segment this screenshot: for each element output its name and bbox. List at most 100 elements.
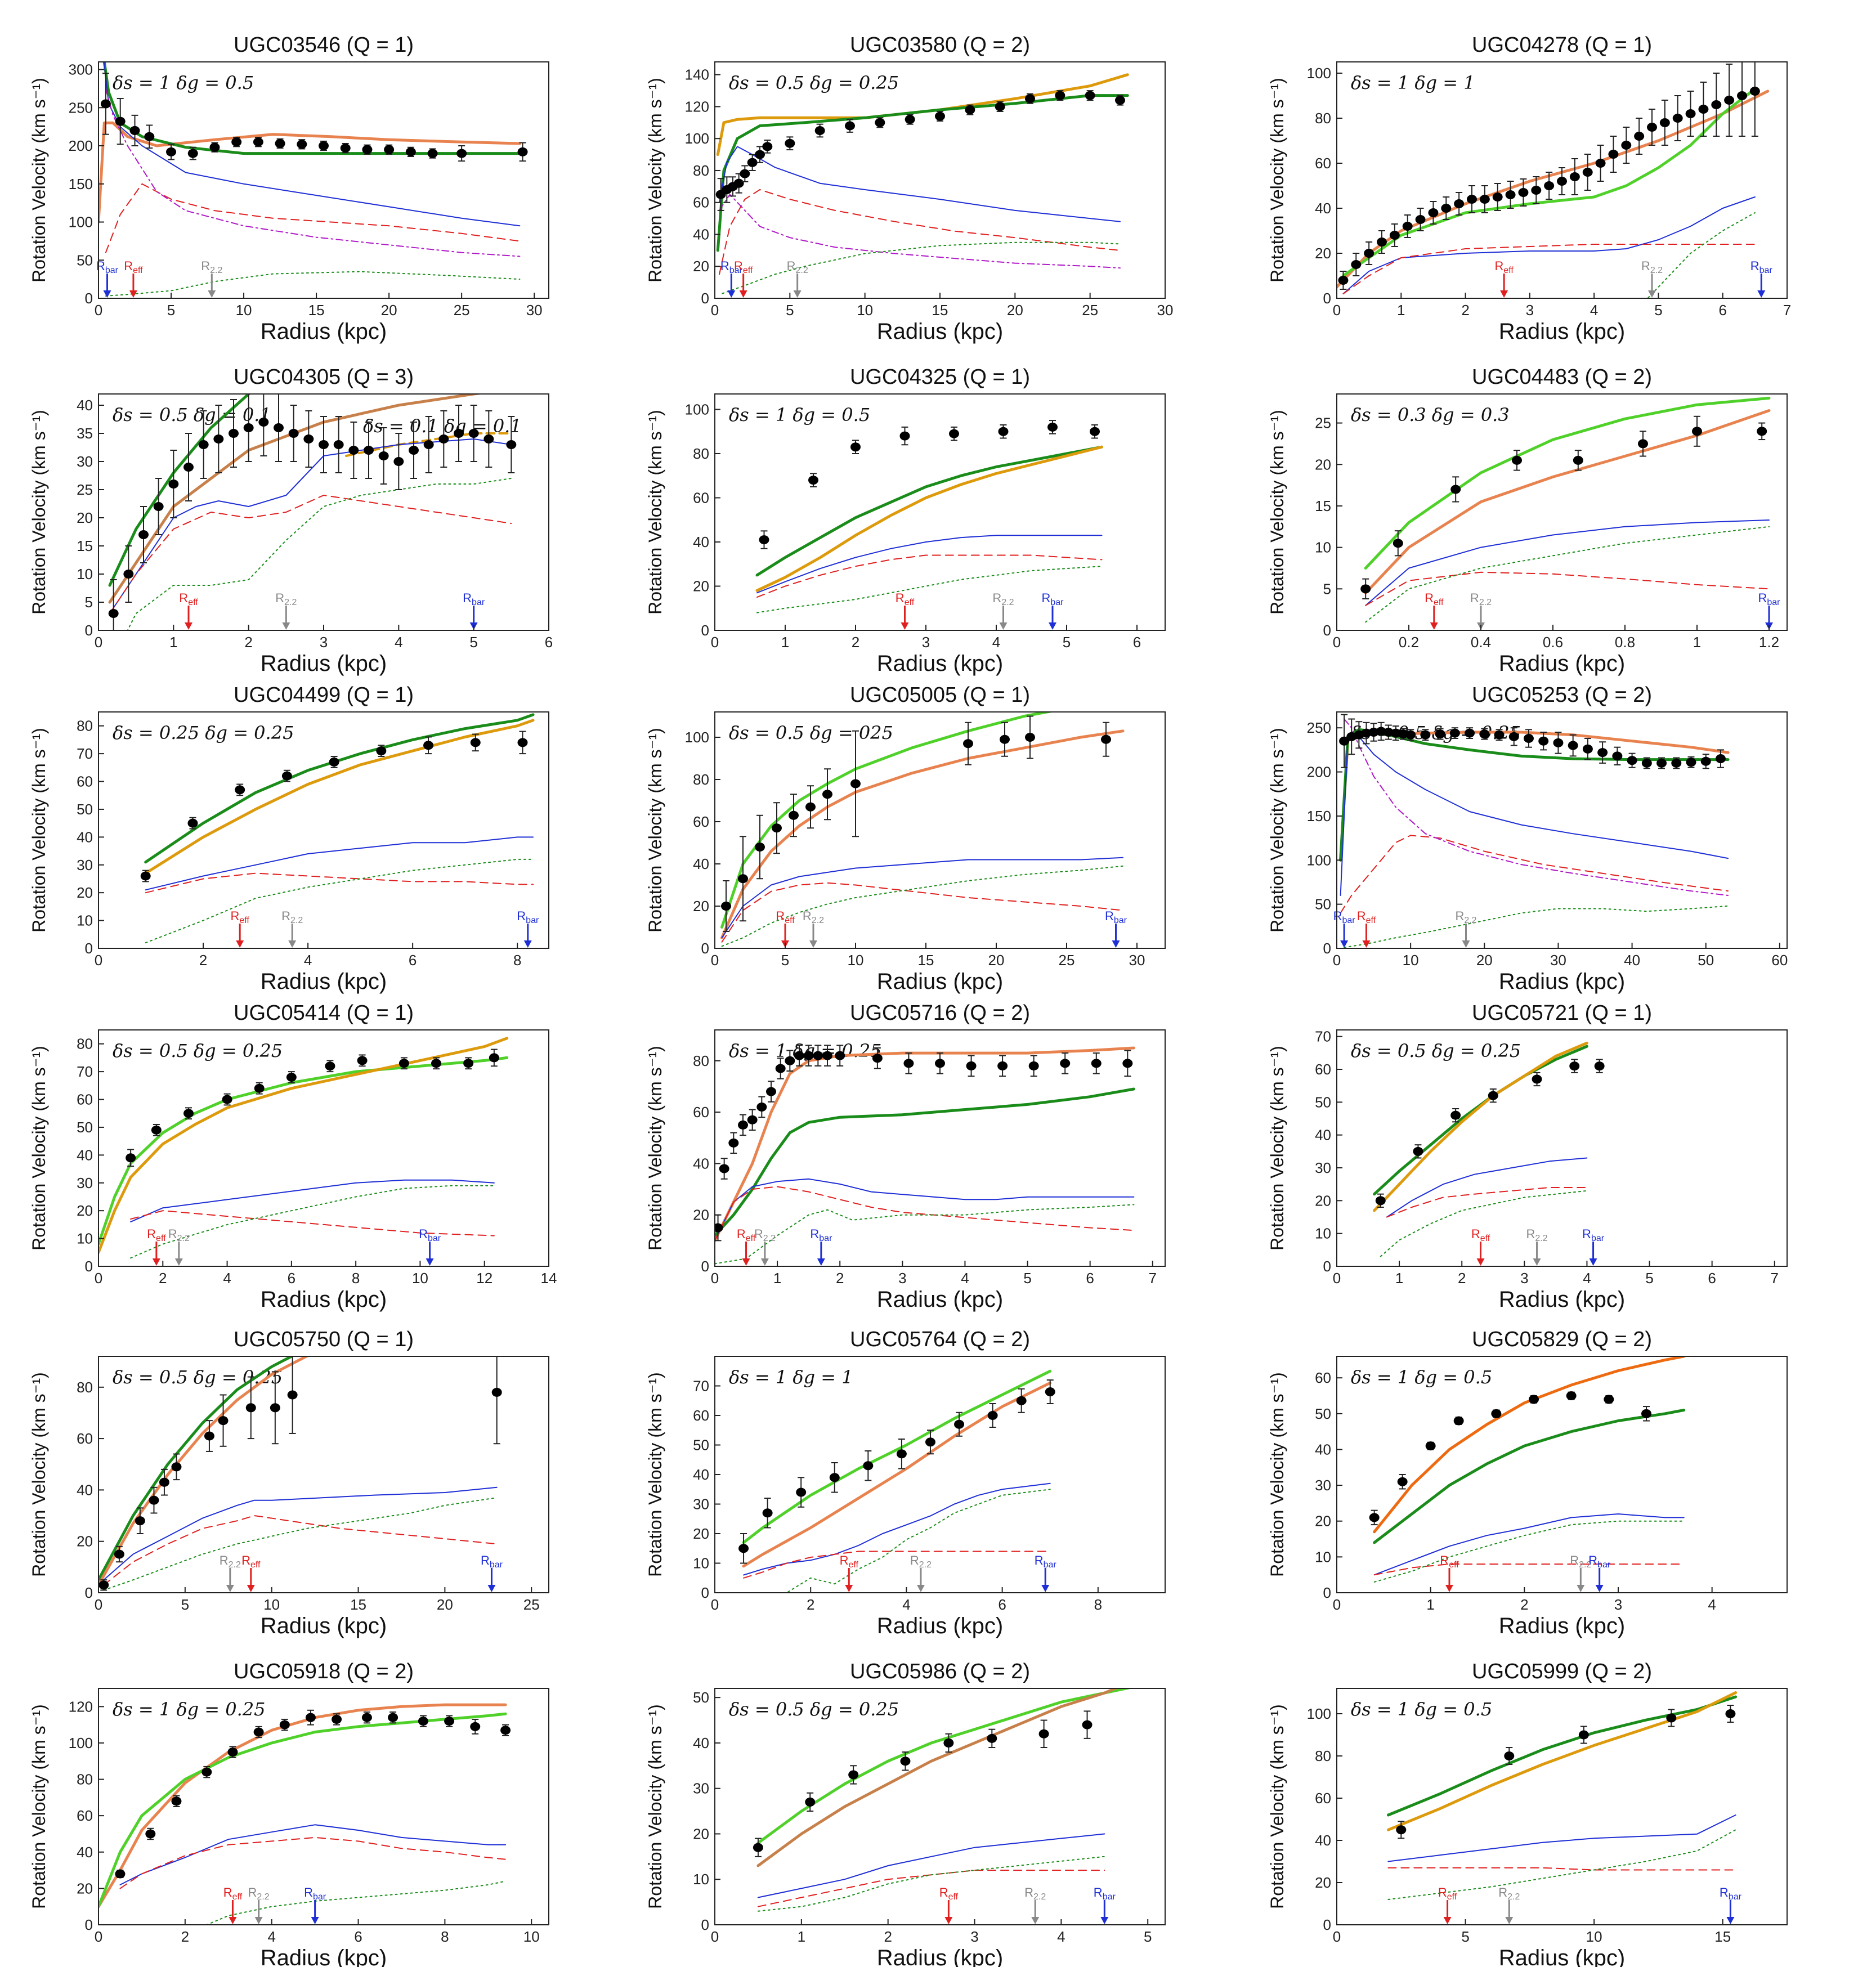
curve-gas — [1373, 1563, 1685, 1576]
data-point — [1523, 734, 1534, 743]
data-point — [325, 1061, 335, 1071]
y-tick-label: 60 — [693, 489, 709, 506]
data-point — [115, 117, 126, 126]
data-point — [803, 1051, 814, 1060]
data-point — [253, 137, 263, 147]
data-point — [1450, 485, 1461, 494]
data-point — [1361, 728, 1372, 738]
panel-title: UGC05764 (Q = 2) — [850, 1328, 1030, 1351]
plot-frame — [1336, 1688, 1788, 1925]
marker-arrow-head — [1462, 940, 1470, 948]
data-point — [1557, 177, 1567, 186]
curve-alt — [1364, 396, 1771, 570]
delta-params: δs = 1 δg = 0.25 — [113, 1699, 266, 1720]
panel-15: UGC05918 (Q = 2) δs = 1 δg = 0.25 Reff R2.2… — [29, 1660, 549, 1967]
panel-title: UGC05716 (Q = 2) — [850, 1001, 1030, 1025]
curve-light — [1341, 87, 1757, 277]
data-point — [245, 1403, 256, 1413]
y-axis-label: Rotation Velocity (km s⁻¹) — [1267, 410, 1287, 615]
y-tick-label: 80 — [693, 162, 709, 179]
data-point — [1553, 738, 1564, 747]
marker-label: Rbar — [304, 1885, 326, 1902]
marker-arrow-head — [1476, 1258, 1485, 1266]
x-tick-label: 5 — [1461, 1928, 1469, 1945]
marker-arrow-head — [1500, 290, 1508, 298]
data-point — [1377, 238, 1387, 247]
data-point — [209, 142, 220, 152]
panel-title: UGC05999 (Q = 2) — [1472, 1660, 1652, 1683]
y-tick-label: 5 — [1323, 580, 1331, 597]
marker-arrow-head — [809, 940, 817, 948]
x-tick-label: 0 — [1333, 1928, 1341, 1945]
y-tick-label: 20 — [1315, 1192, 1331, 1209]
y-tick-label: 70 — [693, 1378, 709, 1395]
y-tick-label: 20 — [77, 1533, 93, 1550]
marker-arrow-head — [129, 290, 137, 298]
marker-arrow-head — [1340, 940, 1349, 948]
data-point — [254, 1083, 265, 1093]
panel-title: UGC05986 (Q = 2) — [850, 1660, 1030, 1683]
data-point — [935, 1059, 945, 1068]
y-axis-label: Rotation Velocity (km s⁻¹) — [29, 1046, 49, 1251]
data-point — [1450, 1110, 1461, 1120]
marker-label: Reff — [896, 591, 915, 607]
y-tick-label: 0 — [701, 940, 709, 957]
data-point — [470, 738, 481, 747]
data-point — [332, 1714, 342, 1724]
x-tick-label: 2 — [181, 1928, 189, 1945]
y-tick-label: 15 — [1315, 498, 1331, 514]
data-point — [171, 1462, 182, 1472]
delta-params: δs = 1 δg = 1 — [1351, 72, 1475, 93]
x-tick-label: 0 — [711, 1270, 719, 1287]
data-point — [905, 115, 915, 124]
data-point — [1360, 584, 1371, 594]
y-tick-label: 100 — [69, 1735, 93, 1751]
y-tick-label: 30 — [693, 1496, 709, 1513]
data-point — [129, 126, 140, 135]
y-tick-label: 40 — [77, 1844, 93, 1861]
marker-label: Reff — [1357, 909, 1376, 925]
data-point — [144, 132, 155, 141]
panel-title: UGC04483 (Q = 2) — [1472, 365, 1652, 389]
x-tick-label: 6 — [1718, 302, 1726, 319]
data-point — [1641, 758, 1652, 768]
x-tick-label: 3 — [1520, 1270, 1528, 1287]
x-tick-label: 4 — [1590, 302, 1598, 319]
marker-label: Reff — [1471, 1227, 1490, 1243]
marker-arrow-head — [487, 1585, 496, 1592]
data-point — [1465, 728, 1475, 738]
data-point — [1435, 729, 1445, 739]
x-tick-label: 15 — [308, 302, 325, 319]
curve-total — [1373, 1356, 1686, 1534]
data-point — [845, 121, 855, 131]
y-tick-label: 80 — [693, 1052, 709, 1069]
x-tick-label: 8 — [513, 952, 521, 969]
x-tick-label: 8 — [352, 1270, 360, 1287]
y-tick-label: 20 — [693, 898, 709, 915]
y-tick-label: 5 — [85, 594, 93, 611]
data-point — [1504, 1751, 1515, 1760]
data-point — [288, 429, 299, 438]
x-tick-label: 1 — [1693, 634, 1701, 651]
data-point — [1647, 123, 1657, 132]
x-tick-label: 5 — [1654, 302, 1662, 319]
x-tick-label: 0 — [1333, 302, 1341, 319]
y-tick-label: 60 — [1315, 1369, 1331, 1386]
data-point — [126, 1153, 136, 1163]
data-point — [772, 823, 782, 833]
x-tick-label: 20 — [1007, 302, 1023, 319]
curve-total — [720, 729, 1125, 939]
data-point — [427, 149, 438, 158]
y-tick-label: 150 — [69, 176, 93, 192]
y-tick-label: 10 — [77, 912, 93, 929]
x-tick-label: 60 — [1771, 952, 1788, 969]
data-point — [1453, 1416, 1464, 1426]
data-point — [728, 1138, 739, 1148]
y-tick-label: 0 — [701, 290, 709, 307]
plot-frame — [1336, 1029, 1788, 1267]
y-tick-label: 0 — [85, 940, 93, 957]
y-tick-label: 80 — [77, 1036, 93, 1052]
x-tick-label: 14 — [541, 1270, 557, 1287]
